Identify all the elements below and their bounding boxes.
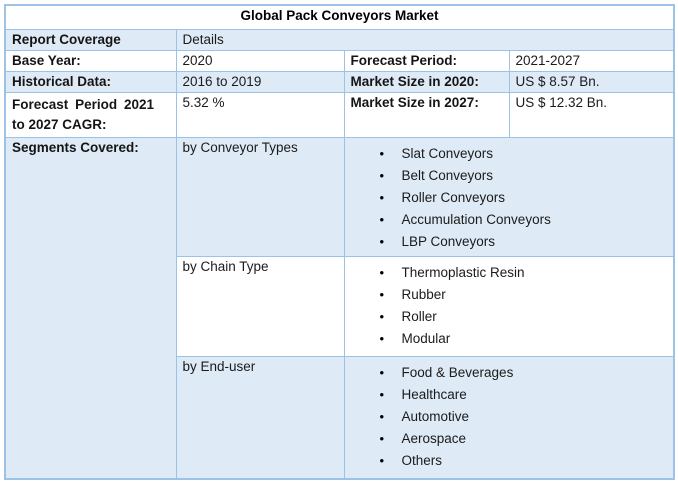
historical-data-label: Historical Data: [4,70,177,93]
segment-items-chain-type: • Thermoplastic Resin • Rubber • Roller • Mo… [343,255,675,357]
list-item: • Healthcare [380,384,668,406]
segment-item-label: Food & Beverages [401,364,514,380]
table-row: Segments Covered: by Conveyor Types • Sla… [4,136,675,480]
bullet-icon: • [379,330,385,346]
historical-data-value: 2016 to 2019 [175,70,345,93]
segment-item-label: Belt Conveyors [401,167,494,183]
bullet-icon: • [379,452,385,468]
segment-item-label: Healthcare [401,386,467,402]
market-size-2027-value: US $ 12.32 Bn. [508,91,675,138]
coverage-header-value: Details [175,28,675,51]
bullet-icon: • [379,167,385,183]
list-item: • Roller [380,306,668,328]
market-report-summary-table: Global Pack Conveyors Market Report Cove… [4,4,676,480]
market-size-2020-value: US $ 8.57 Bn. [508,70,675,93]
list-item: • Thermoplastic Resin [380,262,668,284]
cagr-label-cell: Forecast Period 2021 to 2027 CAGR: [4,91,177,138]
base-year-label: Base Year: [4,49,177,72]
bullet-icon: • [379,145,385,161]
segment-item-label: Thermoplastic Resin [401,264,525,280]
forecast-period-label: Forecast Period: [343,49,510,72]
bullet-icon: • [379,308,385,324]
table-row: by Chain Type • Thermoplastic Resin • Rubb… [5,255,675,357]
segment-item-label: Rubber [401,286,446,302]
segments-covered-label: Segments Covered: [4,136,177,480]
bullet-icon: • [379,286,385,302]
segment-items-end-user: • Food & Beverages • Healthcare • Automotiv… [343,355,675,480]
table-row: by End-user • Food & Beverages • Healthcar… [5,355,675,480]
bullet-icon: • [379,408,385,424]
list-item: • Rubber [380,284,668,306]
bullet-icon: • [379,211,385,227]
market-size-2020-label: Market Size in 2020: [343,70,510,93]
list-item: • Roller Conveyors [380,187,668,209]
list-item: • Aerospace [380,428,668,450]
table-row: Historical Data: 2016 to 2019 Market Siz… [4,70,675,93]
list-item: • Modular [380,328,668,350]
list-item: • Accumulation Conveyors [380,209,668,231]
segment-item-label: Roller Conveyors [401,189,506,205]
segment-item-label: Roller [401,308,437,324]
table-row: Forecast Period 2021 to 2027 CAGR: 5.32 … [4,91,675,138]
list-item: • LBP Conveyors [380,231,668,253]
list-item: • Slat Conveyors [380,143,668,165]
bullet-icon: • [379,264,385,280]
segment-item-label: Automotive [401,408,470,424]
segment-group-conveyor-types: by Conveyor Types [175,136,345,257]
bullet-list: • Food & Beverages • Healthcare • Automotiv… [351,362,668,472]
segment-item-label: Accumulation Conveyors [401,211,551,227]
table-row: Base Year: 2020 Forecast Period: 2021-20… [4,49,675,72]
segment-group-end-user: by End-user [175,355,345,480]
segment-group-chain-type: by Chain Type [175,255,345,357]
bullet-list: • Thermoplastic Resin • Rubber • Roller • Mo… [351,262,668,350]
table-title: Global Pack Conveyors Market [4,4,675,30]
bullet-list: • Slat Conveyors • Belt Conveyors • Roller … [351,143,668,253]
bullet-icon: • [379,233,385,249]
segment-item-label: Modular [401,330,451,346]
segment-item-label: LBP Conveyors [401,233,496,249]
segment-item-label: Aerospace [401,430,467,446]
table-row: Report Coverage Details [4,28,675,51]
bullet-icon: • [379,364,385,380]
market-size-2027-label: Market Size in 2027: [343,91,510,138]
segment-items-conveyor-types: • Slat Conveyors • Belt Conveyors • Roller … [343,136,675,257]
table-row: Global Pack Conveyors Market [4,4,675,30]
list-item: • Others [380,450,668,472]
cagr-label: Forecast Period 2021 to 2027 CAGR: [12,96,154,132]
segment-item-label: Others [401,452,443,468]
segment-item-label: Slat Conveyors [401,145,494,161]
cagr-value: 5.32 % [175,91,345,138]
base-year-value: 2020 [175,49,345,72]
list-item: • Belt Conveyors [380,165,668,187]
list-item: • Automotive [380,406,668,428]
coverage-header-label: Report Coverage [4,28,177,51]
forecast-period-value: 2021-2027 [508,49,675,72]
bullet-icon: • [379,386,385,402]
bullet-icon: • [379,189,385,205]
list-item: • Food & Beverages [380,362,668,384]
bullet-icon: • [379,430,385,446]
